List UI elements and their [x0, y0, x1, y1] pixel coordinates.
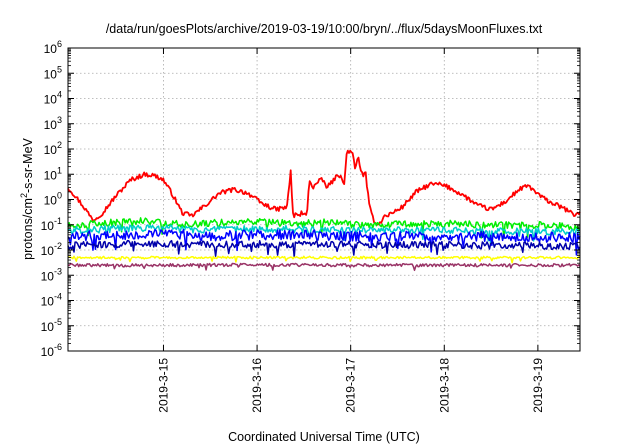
axis-ticks	[68, 47, 580, 352]
x-tick-labels: 2019-3-15 2019-3-16 2019-3-17 2019-3-18 2019…	[156, 358, 544, 413]
y-tick-label: 105	[44, 64, 62, 81]
y-tick-label-exp: 4	[57, 90, 62, 100]
y-tick-label: 10-5	[41, 317, 62, 334]
y-tick-label-base: 10	[44, 118, 58, 132]
y-tick-label-base: 10	[44, 93, 58, 107]
x-tick-label: 2019-3-15	[156, 358, 170, 413]
y-tick-label-exp: 5	[57, 64, 62, 74]
y-axis-label-rest: -s-sr-MeV	[21, 137, 35, 193]
y-tick-label: 102	[44, 140, 62, 157]
y-tick-label-base: 10	[44, 143, 58, 157]
y-tick-label-exp: 6	[57, 39, 62, 49]
x-tick-label: 2019-3-17	[344, 358, 358, 413]
y-tick-label-base: 10	[44, 67, 58, 81]
x-tick-label: 2019-3-19	[531, 358, 545, 413]
y-tick-label: 10-4	[41, 292, 62, 309]
y-tick-label: 10-1	[41, 216, 62, 233]
y-tick-label-exp: 1	[57, 165, 62, 175]
y-tick-label-exp: 0	[57, 191, 62, 201]
y-tick-label: 103	[44, 115, 62, 132]
series-line	[67, 228, 581, 256]
y-tick-label-base: 10	[44, 42, 58, 56]
y-tick-label-base: 10	[44, 194, 58, 208]
x-axis-label: Coordinated Universal Time (UTC)	[228, 430, 420, 444]
y-tick-label: 106	[44, 39, 62, 56]
y-tick-label: 101	[44, 165, 62, 182]
y-tick-label: 10-3	[41, 266, 62, 283]
y-tick-label-base: 10	[41, 244, 55, 258]
y-tick-label-base: 10	[41, 219, 55, 233]
y-tick-label-base: 10	[41, 269, 55, 283]
series-line	[67, 255, 581, 264]
y-axis-label-base: protons/cm	[21, 198, 35, 260]
x-tick-label: 2019-3-16	[250, 358, 264, 413]
x-tick-label: 2019-3-18	[437, 358, 451, 413]
y-tick-label: 10-6	[41, 342, 62, 359]
y-tick-label-exp: 3	[57, 115, 62, 125]
y-tick-labels: 10-610-510-410-310-210-11001011021031041…	[41, 39, 62, 359]
series-line	[67, 224, 581, 246]
chart-title: /data/run/goesPlots/archive/2019-03-19/1…	[106, 22, 543, 36]
y-axis-label: protons/cm2-s-sr-MeV	[19, 137, 35, 259]
series-line	[67, 217, 581, 239]
y-tick-label-exp: -1	[54, 216, 62, 226]
y-tick-label-exp: 2	[57, 140, 62, 150]
y-tick-label-exp: -3	[54, 266, 62, 276]
y-tick-label-exp: -2	[54, 241, 62, 251]
series-line	[67, 239, 581, 259]
y-axis-label-sup: 2	[19, 193, 29, 198]
y-tick-label: 10-2	[41, 241, 62, 258]
y-tick-label-exp: -4	[54, 292, 62, 302]
series-line	[67, 149, 581, 226]
y-tick-label-base: 10	[41, 320, 55, 334]
y-tick-label: 104	[44, 90, 62, 107]
grid-lines	[68, 48, 580, 351]
y-tick-label: 100	[44, 191, 62, 208]
y-tick-label-base: 10	[41, 295, 55, 309]
series-line	[67, 262, 581, 272]
y-tick-label-exp: -5	[54, 317, 62, 327]
y-tick-label-exp: -6	[54, 342, 62, 352]
y-tick-label-base: 10	[44, 168, 58, 182]
series-layer	[67, 149, 581, 272]
y-tick-label-base: 10	[41, 345, 55, 359]
